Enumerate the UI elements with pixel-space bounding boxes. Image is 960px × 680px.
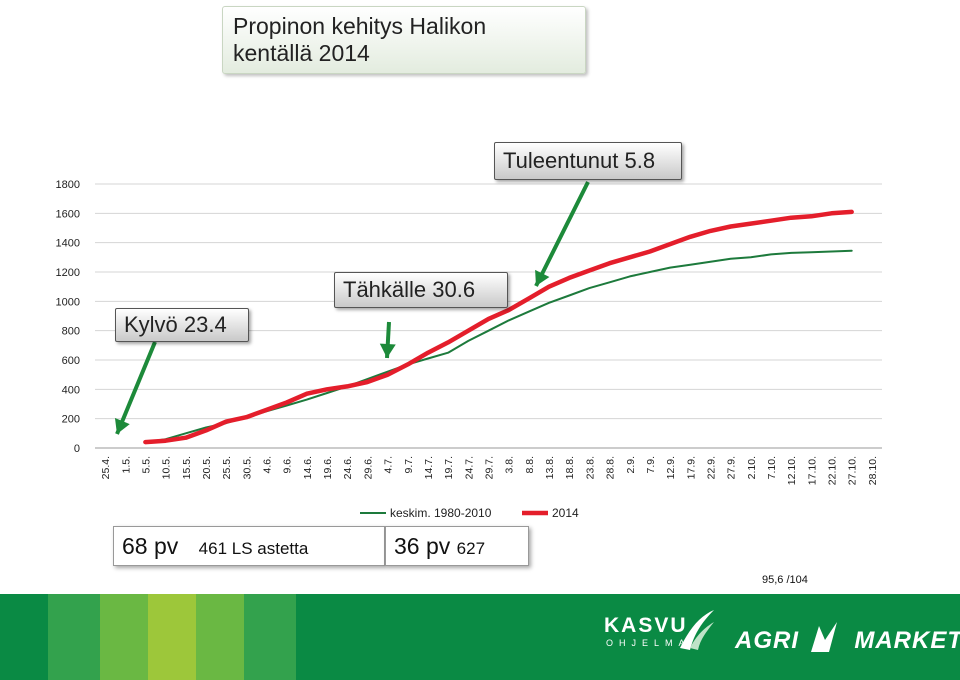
footer-stripe xyxy=(196,594,244,680)
pointer-arrow xyxy=(115,341,157,435)
y-tick-label: 400 xyxy=(62,384,80,396)
x-tick-label: 22.10. xyxy=(827,456,839,485)
slide-title-line1: Propinon kehitys Halikon xyxy=(233,13,487,39)
y-tick-label: 800 xyxy=(62,326,80,338)
callout-tuleentunut-text: Tuleentunut 5.8 xyxy=(503,148,656,173)
x-tick-label: 27.9. xyxy=(726,456,738,479)
y-tick-label: 1200 xyxy=(56,267,80,279)
callout-kylvo: Kylvö 23.4 xyxy=(115,308,249,342)
legend-label: keskim. 1980-2010 xyxy=(390,506,492,520)
page-footnote: 95,6 /104 xyxy=(762,574,808,586)
x-tick-label: 2.10. xyxy=(746,456,758,479)
y-tick-label: 200 xyxy=(62,414,80,426)
x-tick-label: 4.6. xyxy=(262,456,274,474)
callout-tahkalle: Tähkälle 30.6 xyxy=(334,272,508,308)
agrimarket-leaf-icon xyxy=(810,622,837,652)
x-tick-label: 10.5. xyxy=(161,456,173,479)
x-tick-label: 14.6. xyxy=(302,456,314,479)
x-tick-label: 25.4. xyxy=(100,456,112,479)
info-box-kylvo-tahkalle: 68 pv 461 LS astetta xyxy=(113,526,385,566)
x-tick-label: 28.8. xyxy=(605,456,617,479)
legend-label: 2014 xyxy=(552,506,579,520)
x-tick-label: 1.5. xyxy=(120,456,132,474)
footer-band xyxy=(0,594,960,680)
x-tick-label: 9.6. xyxy=(282,456,294,474)
x-tick-label: 18.8. xyxy=(564,456,576,479)
slide-title-line2: kentällä 2014 xyxy=(233,40,370,66)
info-box-tahkalle-tuleentunut: 36 pv 627 xyxy=(385,526,529,566)
info-left-detail: 461 LS astetta xyxy=(198,539,309,558)
kasvu-logo-subtext: OHJELMA xyxy=(606,638,691,648)
agrimarket-logo: AGRI MARKET xyxy=(735,620,960,655)
arrow-head-icon xyxy=(114,418,130,434)
info-left-days: 68 pv xyxy=(122,533,179,559)
x-tick-label: 12.10. xyxy=(786,456,798,485)
info-right-days: 36 pv xyxy=(394,533,451,559)
x-tick-label: 24.6. xyxy=(342,456,354,479)
x-tick-label: 22.9. xyxy=(705,456,717,479)
y-tick-label: 1800 xyxy=(56,179,80,191)
arrow-head-icon xyxy=(379,343,396,358)
x-tick-label: 29.7. xyxy=(484,456,496,479)
growth-chart: 0 200 400 600 800 1000 1200 1400 1600 1800 25.4. 1… xyxy=(56,179,882,520)
info-right-detail: 627 xyxy=(456,539,486,558)
x-tick-label: 24.7. xyxy=(463,456,475,479)
callout-tahkalle-text: Tähkälle 30.6 xyxy=(343,277,476,302)
callout-tuleentunut: Tuleentunut 5.8 xyxy=(494,142,682,180)
x-tick-label: 27.10. xyxy=(847,456,859,485)
x-tick-label: 14.7. xyxy=(423,456,435,479)
y-tick-label: 1400 xyxy=(56,238,80,250)
x-tick-label: 8.8. xyxy=(524,456,536,474)
x-tick-label: 13.8. xyxy=(544,456,556,479)
y-tick-label: 1000 xyxy=(56,296,80,308)
x-tick-label: 4.7. xyxy=(383,456,395,474)
agrimarket-logo-agri: AGRI xyxy=(735,627,799,654)
x-tick-label: 12.9. xyxy=(665,456,677,479)
series-line-2014 xyxy=(143,209,854,445)
pointer-arrow xyxy=(534,181,590,287)
slide-title-box: Propinon kehitys Halikon kentällä 2014 xyxy=(222,6,586,74)
x-tick-label: 7.10. xyxy=(766,456,778,479)
arrow-head-icon xyxy=(535,269,550,286)
kasvu-swoosh-icon xyxy=(680,610,714,650)
x-tick-label: 23.8. xyxy=(584,456,596,479)
x-tick-label: 15.5. xyxy=(181,456,193,479)
kasvu-logo-text: KASVU xyxy=(604,614,688,637)
footer-stripe xyxy=(244,594,296,680)
x-tick-label: 7.9. xyxy=(645,456,657,474)
x-tick-label: 17.9. xyxy=(685,456,697,479)
y-tick-label: 1600 xyxy=(56,208,80,220)
x-tick-label: 28.10. xyxy=(867,456,879,485)
y-tick-label: 0 xyxy=(74,443,80,455)
x-tick-label: 17.10. xyxy=(806,456,818,485)
x-tick-label: 19.7. xyxy=(443,456,455,479)
x-tick-label: 9.7. xyxy=(403,456,415,474)
x-tick-label: 20.5. xyxy=(201,456,213,479)
x-tick-label: 30.5. xyxy=(241,456,253,479)
agrimarket-logo-market: MARKET xyxy=(854,627,960,654)
footer-stripe xyxy=(48,594,100,680)
x-tick-label: 3.8. xyxy=(504,456,516,474)
x-tick-label: 5.5. xyxy=(140,456,152,474)
footer-stripe xyxy=(100,594,148,680)
y-tick-label: 600 xyxy=(62,355,80,367)
footer-stripe xyxy=(148,594,196,680)
x-tick-label: 25.5. xyxy=(221,456,233,479)
x-tick-label: 29.6. xyxy=(362,456,374,479)
x-tick-label: 19.6. xyxy=(322,456,334,479)
callout-kylvo-text: Kylvö 23.4 xyxy=(124,312,227,337)
x-tick-label: 2.9. xyxy=(625,456,637,474)
